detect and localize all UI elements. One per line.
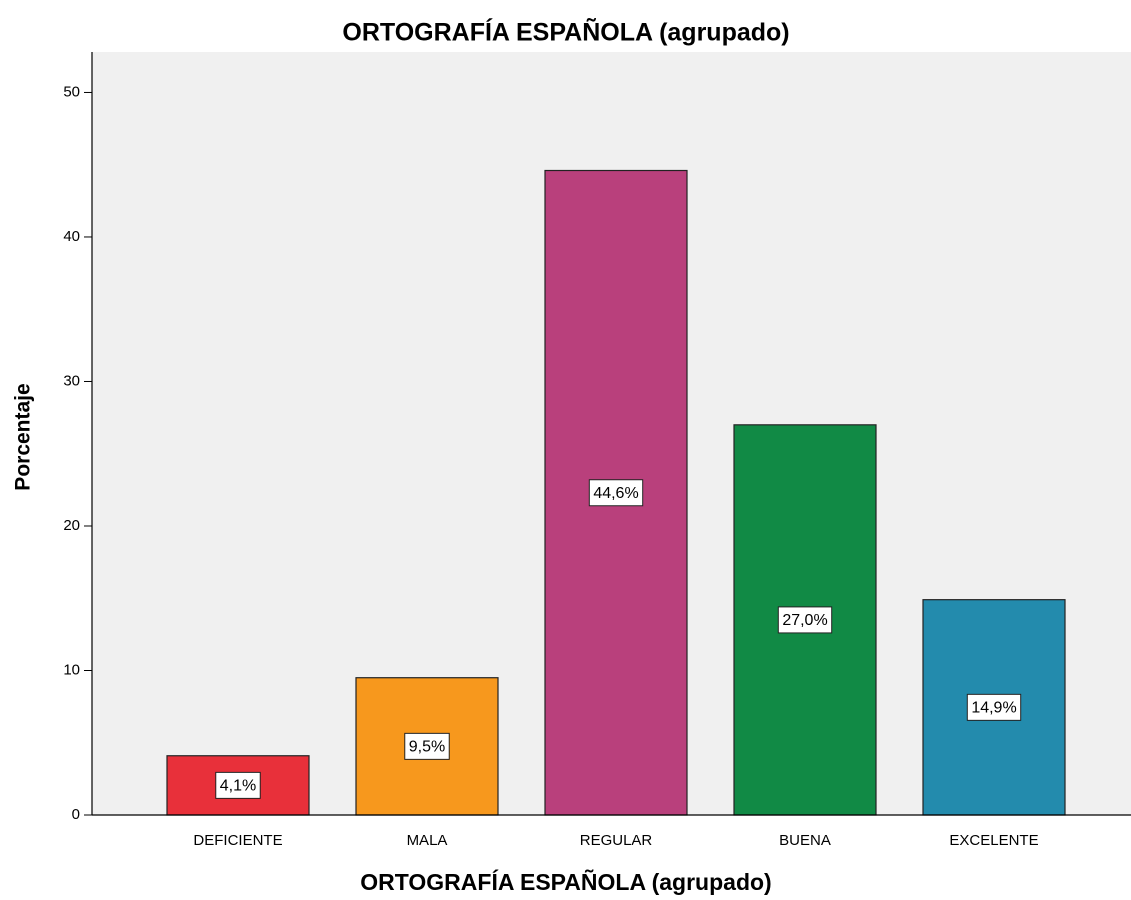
x-axis-label: ORTOGRAFÍA ESPAÑOLA (agrupado) [360,868,771,895]
y-tick-label: 40 [63,228,80,245]
bar [166,755,310,816]
value-label: 27,0% [782,612,827,629]
y-tick-label: 30 [63,372,80,389]
x-tick-label: EXCELENTE [949,832,1038,849]
value-label-box [588,479,644,507]
y-axis-label: Porcentaje [12,383,35,490]
value-label: 4,1% [220,778,256,795]
y-tick-label: 20 [63,517,80,534]
y-tick-label: 10 [63,661,80,678]
x-tick-label: REGULAR [580,832,653,849]
value-label: 14,9% [971,700,1016,717]
y-tick-label: 0 [72,806,80,823]
value-label-box [215,771,261,799]
chart-title: ORTOGRAFÍA ESPAÑOLA (agrupado) [342,17,789,47]
x-tick-label: DEFICIENTE [193,832,282,849]
value-label: 9,5% [409,739,445,756]
y-tick-label: 50 [63,83,80,100]
x-tick-label: MALA [407,832,448,849]
value-label-box [966,693,1022,721]
x-tick-label: BUENA [779,832,831,849]
value-label-box [777,606,833,634]
value-label: 44,6% [593,485,638,502]
value-label-box [404,732,450,760]
